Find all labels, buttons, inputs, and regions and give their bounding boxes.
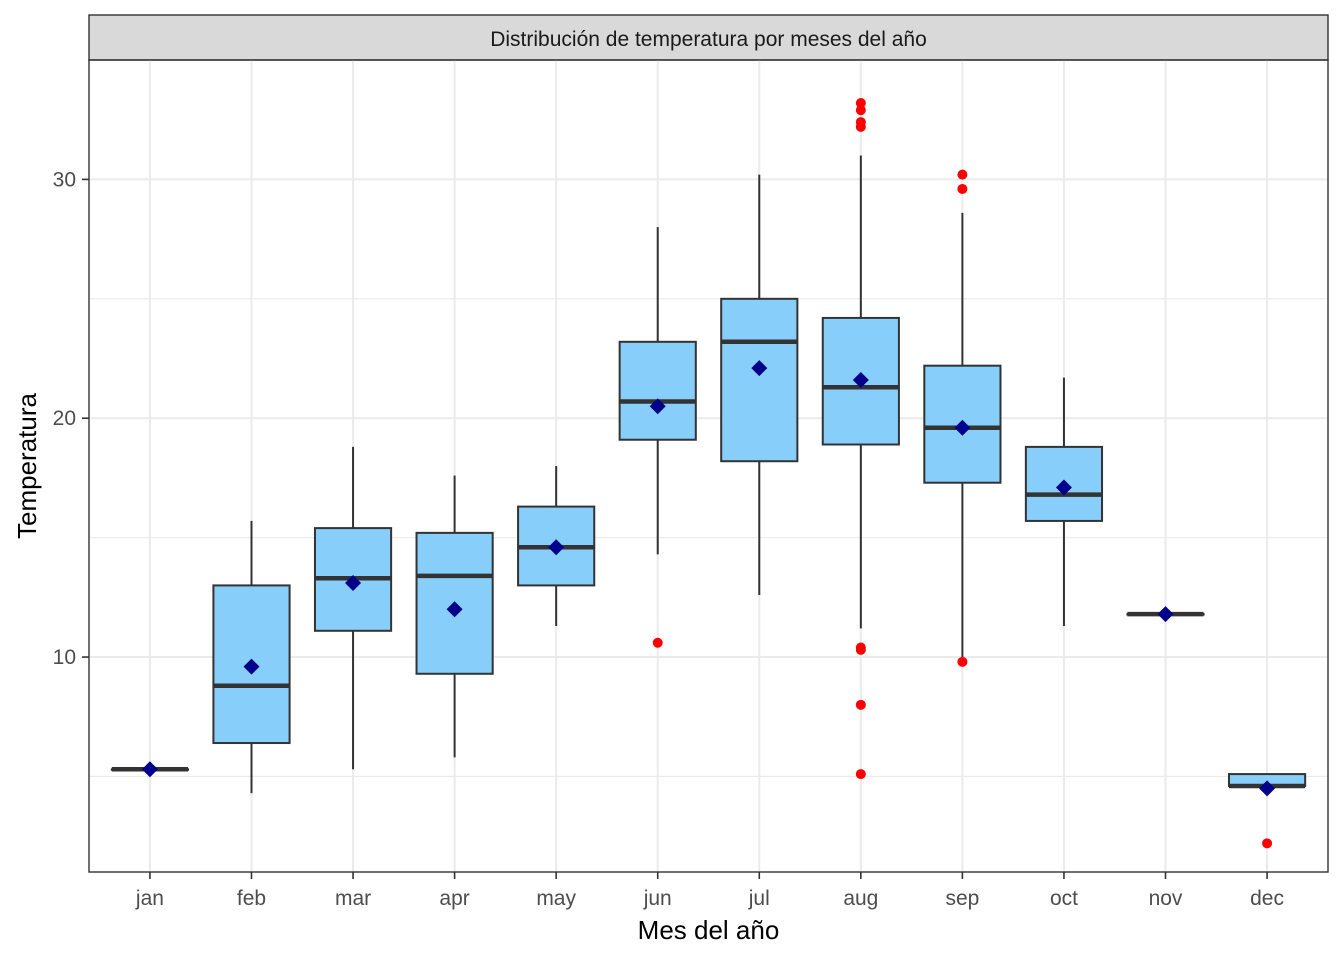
box-apr bbox=[415, 531, 494, 675]
y-tick-label: 10 bbox=[53, 646, 76, 669]
outlier-point-aug bbox=[855, 97, 866, 108]
x-tick-label-feb: feb bbox=[237, 887, 266, 910]
outlier-point-aug bbox=[855, 105, 866, 116]
y-axis: 10 20 30 bbox=[53, 168, 89, 669]
mean-marker-mar bbox=[345, 575, 362, 592]
strip-background bbox=[88, 14, 1329, 61]
mean-marker-may bbox=[548, 539, 565, 556]
outlier-point-sep bbox=[957, 169, 968, 180]
y-axis-title: Temperatura bbox=[12, 392, 42, 538]
x-tick-label-sep: sep bbox=[945, 887, 979, 910]
x-tick-label-mar: mar bbox=[335, 887, 371, 910]
chart-title: Distribución de temperatura por meses de… bbox=[490, 28, 927, 51]
mean-marker-nov bbox=[1157, 606, 1174, 623]
y-tick-label: 30 bbox=[53, 168, 76, 191]
mean-marker-aug bbox=[852, 372, 869, 389]
mean-marker-jul bbox=[751, 360, 768, 377]
x-tick-label-oct: oct bbox=[1050, 887, 1078, 910]
outlier-point-aug bbox=[855, 769, 866, 780]
x-axis: jan feb mar apr may jun jul aug sep oct nov dec bbox=[135, 872, 1284, 910]
x-tick-label-jul: jul bbox=[748, 887, 770, 910]
panel-border bbox=[88, 59, 1329, 873]
mean-marker-feb bbox=[243, 658, 260, 675]
outlier-point-aug bbox=[855, 121, 866, 132]
x-tick-label-dec: dec bbox=[1250, 887, 1284, 910]
x-tick-label-jan: jan bbox=[135, 887, 164, 910]
outlier-point-dec bbox=[1262, 838, 1273, 849]
mean-marker-oct bbox=[1055, 479, 1072, 496]
outliers bbox=[652, 97, 1273, 849]
x-tick-label-may: may bbox=[536, 887, 576, 910]
outlier-point-jun bbox=[652, 637, 663, 648]
x-tick-label-apr: apr bbox=[439, 887, 469, 910]
boxes bbox=[110, 297, 1307, 789]
mean-marker-jun bbox=[649, 398, 666, 415]
x-tick-label-aug: aug bbox=[843, 887, 878, 910]
mean-marker-dec bbox=[1259, 780, 1276, 797]
outlier-point-aug bbox=[855, 699, 866, 710]
outlier-point-sep bbox=[957, 183, 968, 194]
y-tick-label: 20 bbox=[53, 407, 76, 430]
x-tick-label-nov: nov bbox=[1149, 887, 1183, 910]
mean-marker-apr bbox=[446, 601, 463, 618]
whiskers bbox=[250, 155, 1065, 794]
gridlines bbox=[89, 60, 1328, 872]
outlier-point-aug bbox=[855, 644, 866, 655]
box-jun bbox=[618, 340, 697, 441]
x-axis-title: Mes del año bbox=[638, 915, 780, 945]
outlier-point-sep bbox=[957, 656, 968, 667]
box-jul bbox=[720, 297, 799, 463]
mean-marker-sep bbox=[954, 419, 971, 436]
mean-markers bbox=[141, 360, 1276, 797]
mean-marker-jan bbox=[141, 761, 158, 778]
x-tick-label-jun: jun bbox=[643, 887, 672, 910]
